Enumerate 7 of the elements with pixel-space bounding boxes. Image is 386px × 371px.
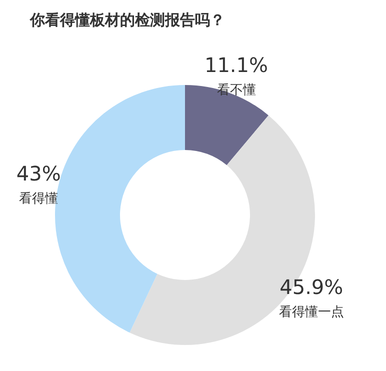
data-label: 11.1% [204,53,268,78]
chart-title: 你看得懂板材的检测报告吗？ [29,11,225,29]
slice-label: 看得懂一点 [278,304,344,320]
slice-label: 看得懂 [19,191,58,206]
donut-slice [185,85,268,166]
data-label: 45.9% [280,274,344,299]
data-label: 43% [16,161,61,186]
